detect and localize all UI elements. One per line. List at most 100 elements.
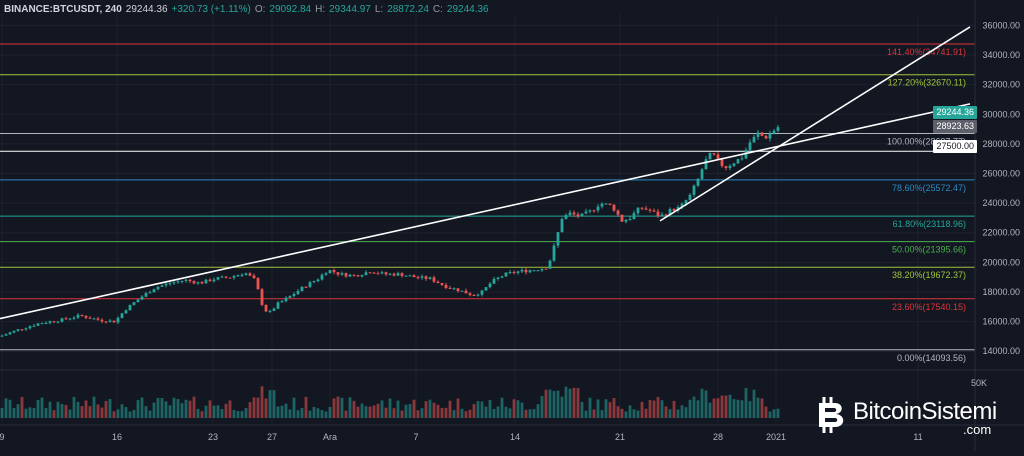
volume-bar: [316, 408, 320, 418]
volume-bar: [388, 398, 392, 418]
y-tick-label: 32000.00: [982, 80, 1020, 90]
y-tick-label: 30000.00: [982, 109, 1020, 119]
y-tick-label: 28000.00: [982, 139, 1020, 149]
volume-bar: [8, 399, 12, 418]
volume-bar: [192, 396, 196, 418]
candle-body: [96, 318, 100, 320]
candle-body: [300, 286, 304, 292]
candle-body: [460, 290, 464, 292]
volume-bar: [244, 408, 248, 418]
volume-bar: [364, 406, 368, 418]
volume-bar: [580, 401, 584, 418]
candle-body: [28, 326, 32, 329]
volume-bar: [300, 407, 304, 418]
volume-bar: [644, 408, 648, 418]
candle-body: [252, 275, 256, 279]
volume-bar: [500, 397, 504, 418]
volume-bar: [292, 397, 296, 418]
candle-body: [684, 200, 688, 204]
candle-body: [456, 288, 460, 292]
volume-bar: [548, 389, 552, 418]
x-tick-label: 9: [0, 432, 5, 442]
volume-bar: [636, 410, 640, 418]
candle-body: [220, 276, 224, 278]
candle-body: [0, 335, 4, 337]
candle-body: [384, 272, 388, 275]
volume-bar: [320, 410, 324, 418]
candle-body: [108, 320, 112, 323]
volume-bar: [612, 397, 616, 418]
candle-body: [452, 288, 456, 290]
volume-bar: [28, 407, 32, 418]
candle-body: [560, 218, 564, 233]
candle-body: [548, 260, 552, 269]
volume-bar: [312, 406, 316, 418]
volume-bar: [588, 397, 592, 418]
candle-body: [748, 142, 752, 150]
volume-bar: [160, 398, 164, 418]
volume-bar: [532, 409, 536, 418]
y-tick-label: 24000.00: [982, 198, 1020, 208]
volume-bar: [520, 402, 524, 418]
candle-body: [664, 214, 668, 216]
volume-bar: [592, 409, 596, 418]
candle-body: [616, 210, 620, 215]
volume-bar: [568, 388, 572, 418]
volume-bar: [144, 406, 148, 418]
candle-body: [120, 313, 124, 318]
volume-bar: [280, 405, 284, 418]
candle-body: [768, 133, 772, 139]
volume-bar: [416, 410, 420, 418]
volume-bar: [488, 399, 492, 418]
candle-body: [772, 130, 776, 134]
volume-bar: [524, 409, 528, 418]
candle-body: [620, 214, 624, 222]
candle-body: [228, 277, 232, 279]
trendlines[interactable]: [0, 26, 971, 320]
fib-level-label: 50.00%(21395.66): [892, 245, 966, 255]
volume-bar: [64, 404, 68, 418]
volume-bar: [368, 406, 372, 418]
fib-level-label: 38.20%(19672.37): [892, 270, 966, 280]
candle-body: [432, 277, 436, 282]
volume-bar: [504, 406, 508, 418]
volume-bar: [760, 398, 764, 418]
volume-bar: [576, 388, 580, 418]
volume-bar: [128, 411, 132, 418]
volume-bar: [328, 406, 332, 418]
candle-body: [636, 207, 640, 214]
volume-bar: [296, 410, 300, 418]
volume-bar: [392, 408, 396, 418]
volume-bar: [528, 409, 532, 418]
volume-bar: [404, 404, 408, 418]
candle-body: [644, 208, 648, 210]
symbol-label[interactable]: BINANCE:BTCUSDT, 240: [4, 3, 122, 15]
trendline[interactable]: [659, 26, 971, 222]
volume-bar: [768, 411, 772, 418]
candle-body: [280, 301, 284, 303]
volume-bar: [732, 399, 736, 418]
volume-bar: [412, 399, 416, 418]
candle-body: [712, 152, 716, 155]
candle-body: [308, 282, 312, 287]
last-price: 29244.36: [125, 3, 168, 15]
volume-bar: [540, 395, 544, 418]
candle-body: [404, 275, 408, 277]
volume-bar: [656, 396, 660, 418]
volume-bar: [260, 386, 264, 418]
candle-body: [304, 286, 308, 288]
y-tick-label: 16000.00: [982, 317, 1020, 327]
candle-body: [380, 272, 384, 274]
trendline[interactable]: [0, 103, 971, 320]
volume-bar: [604, 399, 608, 418]
volume-bar: [32, 408, 36, 418]
candle-body: [440, 283, 444, 285]
candle-body: [388, 273, 392, 275]
candle-body: [40, 323, 44, 325]
volume-bar: [512, 399, 516, 418]
candle-body: [632, 213, 636, 220]
volume-bar: [200, 411, 204, 418]
